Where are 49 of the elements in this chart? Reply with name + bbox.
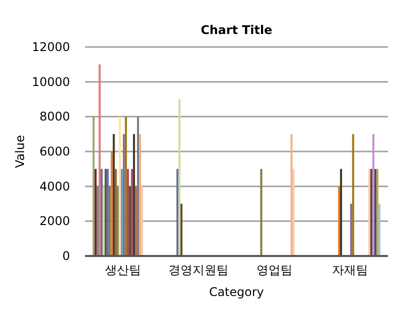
bar <box>114 168 117 256</box>
bar <box>96 186 99 256</box>
bar <box>340 168 342 256</box>
bar <box>290 134 293 256</box>
bar <box>110 152 113 256</box>
y-tick-label: 4000 <box>39 179 70 194</box>
chart-title: Chart Title <box>200 23 272 37</box>
bar <box>112 134 115 256</box>
bar <box>178 99 180 256</box>
bar <box>180 204 182 256</box>
bar <box>141 186 144 256</box>
bar <box>92 116 95 256</box>
bar <box>260 168 262 256</box>
bar <box>130 168 133 256</box>
y-tick-label: 0 <box>62 249 70 263</box>
y-axis-title: Value <box>13 135 27 168</box>
bar <box>100 168 103 256</box>
x-tick-label: 경영지원팀 <box>168 263 229 277</box>
bar <box>292 168 295 256</box>
bar <box>94 168 97 256</box>
y-tick-label: 2000 <box>39 214 70 228</box>
y-tick-label: 12000 <box>32 40 70 54</box>
bar <box>137 116 140 256</box>
x-tick-label: 자재팀 <box>332 263 368 277</box>
bar <box>124 116 127 256</box>
bar <box>122 134 125 256</box>
bar <box>350 204 352 256</box>
bar <box>176 168 178 256</box>
x-tick-label: 생산팀 <box>104 263 141 277</box>
x-tick-label: 영업팀 <box>256 263 292 277</box>
y-tick-label: 8000 <box>39 110 70 124</box>
bar <box>338 186 340 256</box>
bar <box>139 134 142 256</box>
bar <box>102 186 105 256</box>
bar <box>378 204 380 256</box>
bar <box>352 134 354 256</box>
bar <box>134 186 138 256</box>
y-tick-label: 6000 <box>39 144 70 158</box>
bar <box>108 186 111 256</box>
y-tick-label: 10000 <box>32 74 70 89</box>
bar <box>132 134 135 256</box>
bar <box>126 168 129 256</box>
bar <box>120 168 123 256</box>
x-axis-title: Category <box>209 285 264 299</box>
bar <box>116 186 119 256</box>
bar <box>118 116 121 256</box>
bar <box>128 186 131 256</box>
bar <box>372 134 374 256</box>
bar <box>98 64 101 256</box>
